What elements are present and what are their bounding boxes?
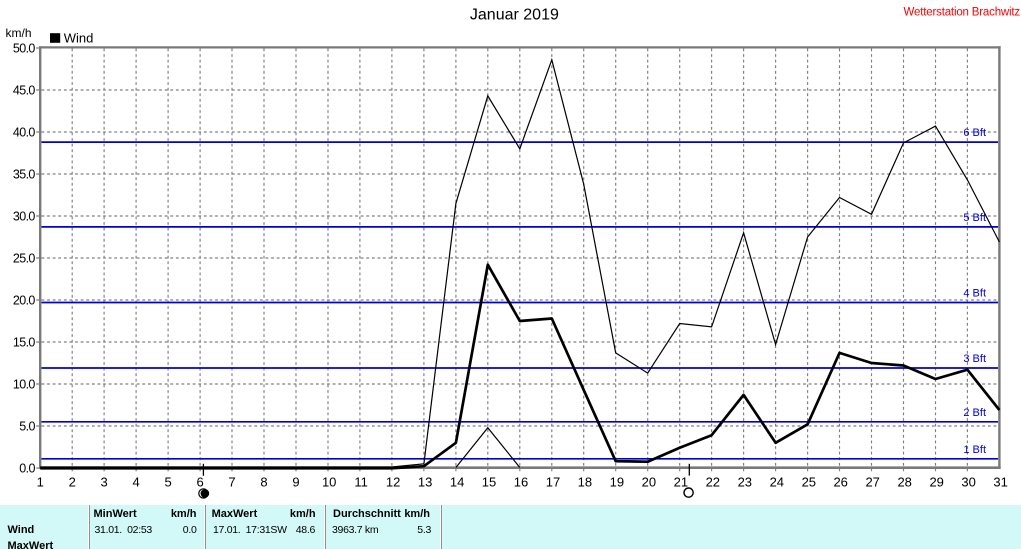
svg-text:17: 17 [546, 474, 560, 489]
svg-text:27: 27 [865, 474, 879, 489]
svg-text:8: 8 [260, 474, 267, 489]
svg-text:3 Bft: 3 Bft [963, 353, 986, 365]
svg-text:50.0: 50.0 [13, 42, 36, 56]
svg-text:7: 7 [228, 474, 235, 489]
svg-text:26: 26 [833, 474, 847, 489]
svg-text:Wetterstation Brachwitz: Wetterstation Brachwitz [904, 7, 1021, 19]
svg-text:5: 5 [164, 474, 171, 489]
svg-text:4 Bft: 4 Bft [963, 288, 986, 300]
svg-text:km/h: km/h [6, 26, 32, 40]
svg-text:1: 1 [37, 474, 44, 489]
svg-text:25.0: 25.0 [13, 252, 36, 266]
svg-text:30: 30 [961, 474, 975, 489]
svg-text:14: 14 [450, 474, 464, 489]
svg-text:0.0: 0.0 [19, 462, 35, 476]
svg-text:31: 31 [993, 474, 1007, 489]
svg-text:15: 15 [482, 474, 496, 489]
svg-text:Wind: Wind [64, 30, 94, 45]
svg-text:22: 22 [706, 474, 720, 489]
svg-text:10.0: 10.0 [13, 378, 36, 392]
svg-text:5 Bft: 5 Bft [963, 212, 986, 224]
svg-text:Januar 2019: Januar 2019 [470, 7, 559, 24]
svg-text:15.0: 15.0 [13, 336, 36, 350]
svg-text:23: 23 [738, 474, 752, 489]
svg-text:28: 28 [897, 474, 911, 489]
svg-text:5.0: 5.0 [19, 420, 35, 434]
svg-text:24: 24 [770, 474, 784, 489]
svg-text:2: 2 [69, 474, 76, 489]
svg-text:3: 3 [100, 474, 107, 489]
svg-text:4: 4 [132, 474, 139, 489]
svg-text:20.0: 20.0 [13, 294, 36, 308]
svg-text:21: 21 [674, 474, 688, 489]
svg-text:1 Bft: 1 Bft [963, 444, 986, 456]
svg-text:16: 16 [514, 474, 528, 489]
svg-text:6 Bft: 6 Bft [963, 127, 986, 139]
svg-text:40.0: 40.0 [13, 126, 36, 140]
svg-text:11: 11 [354, 474, 368, 489]
svg-text:2 Bft: 2 Bft [963, 407, 986, 419]
svg-text:12: 12 [386, 474, 400, 489]
svg-text:35.0: 35.0 [13, 168, 36, 182]
svg-text:19: 19 [610, 474, 624, 489]
svg-text:29: 29 [929, 474, 943, 489]
svg-text:20: 20 [642, 474, 656, 489]
svg-text:18: 18 [578, 474, 592, 489]
svg-text:13: 13 [418, 474, 432, 489]
svg-text:6: 6 [196, 474, 203, 489]
svg-text:45.0: 45.0 [13, 84, 36, 98]
svg-text:30.0: 30.0 [13, 210, 36, 224]
svg-text:25: 25 [802, 474, 816, 489]
svg-text:10: 10 [322, 474, 336, 489]
svg-text:9: 9 [292, 474, 299, 489]
